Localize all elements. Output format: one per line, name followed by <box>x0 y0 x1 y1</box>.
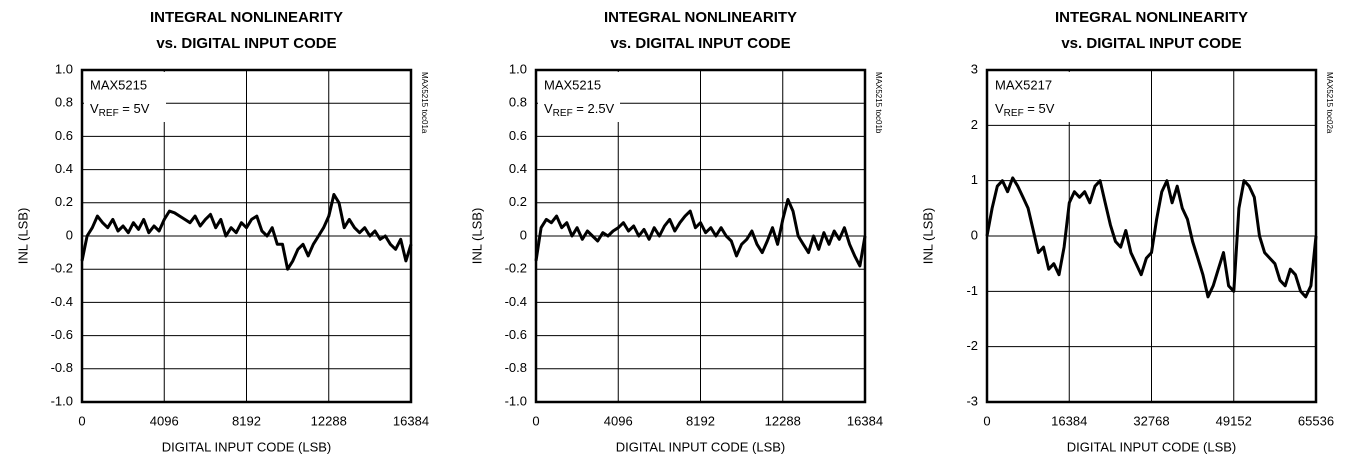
x-axis-label: DIGITAL INPUT CODE (LSB) <box>616 439 786 454</box>
y-tick-label: 1.0 <box>55 61 73 76</box>
plot-frame <box>80 68 413 404</box>
x-tick-label: 0 <box>983 413 990 428</box>
x-tick-label: 0 <box>78 413 85 428</box>
x-tick-label: 16384 <box>1051 413 1087 428</box>
annotation-vref: VREF = 2.5V <box>544 101 615 118</box>
x-tick-label: 12288 <box>765 413 801 428</box>
y-tick-label: 0.8 <box>509 95 527 110</box>
vref-symbol: V <box>544 101 553 116</box>
y-tick-label: -0.4 <box>51 294 73 309</box>
plot-frame <box>985 68 1318 404</box>
y-tick-label: -1.0 <box>505 393 527 408</box>
y-tick-label: 0.4 <box>509 161 527 176</box>
y-tick-label: 1.0 <box>509 61 527 76</box>
vref-subscript: REF <box>99 108 119 119</box>
y-tick-label: 3 <box>971 61 978 76</box>
x-tick-label: 65536 <box>1298 413 1334 428</box>
y-tick-label: -0.6 <box>51 327 73 342</box>
y-tick-label: -0.4 <box>505 294 527 309</box>
annotation-box <box>84 72 166 122</box>
side-code: MAX5215 toc01b <box>874 72 883 134</box>
y-tick-label: 0 <box>66 227 73 242</box>
y-tick-label: -3 <box>966 393 978 408</box>
annotation-vref: VREF = 5V <box>995 101 1055 118</box>
y-tick-label: -0.6 <box>505 327 527 342</box>
y-tick-label: 0 <box>971 227 978 242</box>
annotation-box <box>989 72 1071 122</box>
x-tick-label: 0 <box>532 413 539 428</box>
chart-title: INTEGRAL NONLINEARITY <box>150 9 343 26</box>
vref-symbol: V <box>90 101 99 116</box>
annotation-vref: VREF = 5V <box>90 101 150 118</box>
y-tick-label: -0.2 <box>51 261 73 276</box>
y-tick-label: 1 <box>971 172 978 187</box>
inl-trace <box>534 198 867 268</box>
side-code: MAX5215 toc01a <box>420 72 429 134</box>
chart-title: vs. DIGITAL INPUT CODE <box>1061 35 1241 52</box>
x-tick-label: 4096 <box>604 413 633 428</box>
y-tick-label: -0.8 <box>51 360 73 375</box>
vref-value: = 5V <box>119 101 150 116</box>
vref-subscript: REF <box>1004 108 1024 119</box>
y-tick-label: 2 <box>971 117 978 132</box>
y-tick-label: 0.2 <box>55 194 73 209</box>
x-tick-label: 12288 <box>311 413 347 428</box>
plot-frame <box>534 68 867 404</box>
y-tick-label: 0 <box>520 227 527 242</box>
y-tick-label: -1.0 <box>51 393 73 408</box>
x-axis-label: DIGITAL INPUT CODE (LSB) <box>162 439 332 454</box>
y-axis-label: INL (LSB) <box>469 208 484 265</box>
y-tick-label: -0.2 <box>505 261 527 276</box>
y-tick-label: 0.4 <box>55 161 73 176</box>
y-tick-label: 0.2 <box>509 194 527 209</box>
y-axis-label: INL (LSB) <box>15 208 30 265</box>
x-axis-label: DIGITAL INPUT CODE (LSB) <box>1067 439 1237 454</box>
x-tick-label: 49152 <box>1216 413 1252 428</box>
x-tick-label: 16384 <box>847 413 883 428</box>
y-tick-label: -2 <box>966 338 978 353</box>
inl-trace <box>985 176 1318 299</box>
x-tick-label: 8192 <box>686 413 715 428</box>
annotation-box <box>538 72 620 122</box>
chart-title: vs. DIGITAL INPUT CODE <box>156 35 336 52</box>
inl-trace <box>80 193 413 271</box>
x-tick-label: 4096 <box>150 413 179 428</box>
annotation-device: MAX5215 <box>544 77 601 92</box>
chart-title: INTEGRAL NONLINEARITY <box>1055 9 1248 26</box>
annotation-device: MAX5217 <box>995 77 1052 92</box>
vref-subscript: REF <box>553 108 573 119</box>
x-tick-label: 16384 <box>393 413 429 428</box>
vref-value: = 5V <box>1024 101 1055 116</box>
y-tick-label: 0.8 <box>55 95 73 110</box>
y-tick-label: -0.8 <box>505 360 527 375</box>
vref-value: = 2.5V <box>573 101 615 116</box>
side-code: MAX5215 toc02a <box>1325 72 1334 134</box>
annotation-device: MAX5215 <box>90 77 147 92</box>
y-axis-label: INL (LSB) <box>920 208 935 265</box>
y-tick-label: 0.6 <box>509 128 527 143</box>
chart-title: INTEGRAL NONLINEARITY <box>604 9 797 26</box>
chart-title: vs. DIGITAL INPUT CODE <box>610 35 790 52</box>
y-tick-label: -1 <box>966 283 978 298</box>
y-tick-label: 0.6 <box>55 128 73 143</box>
x-tick-label: 32768 <box>1133 413 1169 428</box>
x-tick-label: 8192 <box>232 413 261 428</box>
vref-symbol: V <box>995 101 1004 116</box>
